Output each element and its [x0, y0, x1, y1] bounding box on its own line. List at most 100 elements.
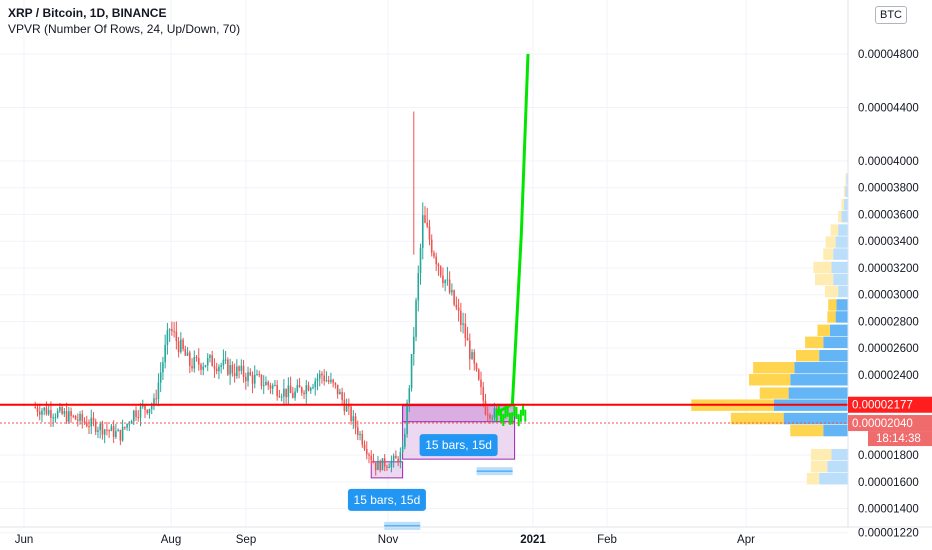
candle-body: [296, 385, 299, 392]
candle-body: [106, 429, 108, 431]
indicator-title[interactable]: VPVR (Number Of Rows, 24, Up/Down, 70): [8, 22, 241, 36]
candle-body: [43, 407, 45, 411]
vp-up-bar: [827, 460, 848, 473]
candle-body: [392, 455, 395, 461]
candle-body: [419, 247, 422, 274]
candle-body: [395, 455, 397, 459]
candle-body: [59, 407, 61, 411]
candle-body: [56, 410, 59, 418]
vp-down-bar: [830, 224, 839, 236]
vp-down-bar: [730, 412, 784, 425]
candle-body: [424, 215, 426, 223]
candle-body: [52, 417, 54, 419]
candle-body: [348, 405, 350, 407]
candle-body: [374, 462, 377, 471]
time-tick-label: 2021: [520, 534, 546, 546]
candle-body: [430, 239, 433, 253]
candle-body: [249, 372, 252, 376]
countdown-tag: [868, 431, 932, 447]
candle-body: [251, 375, 254, 384]
candle-body: [289, 385, 292, 393]
candle-body: [377, 460, 379, 471]
price-lines: [0, 403, 848, 424]
candle-body: [486, 414, 489, 416]
currency-button[interactable]: BTC: [875, 6, 907, 24]
candle-body: [341, 392, 343, 400]
candle-body: [34, 407, 37, 409]
price-axis[interactable]: 0.00004800 0.00004400 0.00004000 0.00003800…: [847, 0, 932, 540]
candle-body: [307, 385, 310, 391]
chart-legend: XRP / Bitcoin, 1D, BINANCE VPVR (Number …: [8, 5, 240, 37]
vp-down-bar: [810, 460, 828, 473]
candle-body: [370, 455, 373, 461]
candle-body: [119, 429, 122, 441]
symbol-title[interactable]: XRP / Bitcoin, 1D, BINANCE: [8, 6, 167, 20]
candle-body: [312, 387, 314, 389]
candle-body: [224, 359, 227, 361]
previous-price-tag: [848, 415, 932, 432]
candle-body: [247, 372, 249, 382]
candle-body: [157, 382, 160, 400]
vp-up-bar: [829, 324, 848, 337]
time-tick-label: Nov: [378, 534, 399, 546]
candle-body: [388, 467, 390, 469]
candle-body: [354, 416, 357, 428]
candle-body: [265, 381, 267, 386]
vp-up-bar: [838, 285, 848, 298]
candle-body: [442, 275, 444, 284]
candle-body: [379, 460, 381, 471]
candle-body: [220, 365, 222, 367]
candle-body: [462, 323, 464, 325]
candle-body: [274, 385, 276, 387]
candle-body: [448, 279, 451, 293]
vp-down-bar: [806, 472, 820, 485]
candle-body: [191, 366, 193, 369]
candle-body: [79, 414, 81, 421]
candle-body: [180, 339, 182, 353]
candle-body: [195, 356, 198, 358]
candle-body: [330, 379, 332, 382]
time-tick-label: Sep: [236, 534, 256, 546]
candle-body: [41, 410, 43, 415]
candle-body: [236, 366, 238, 377]
candle-body: [325, 380, 328, 382]
candle-body: [473, 352, 476, 364]
time-axis[interactable]: Jun Aug Sep Nov 2021 Feb Apr: [0, 526, 932, 546]
candle-body: [267, 381, 269, 386]
candle-body: [184, 349, 187, 356]
price-tick-label: 0.00003400: [858, 236, 919, 248]
candle-body: [197, 357, 200, 365]
vp-down-bar: [817, 324, 830, 337]
candle-body: [81, 414, 84, 422]
candle-body: [206, 358, 209, 366]
candle-body: [108, 430, 110, 432]
candle-body: [177, 341, 180, 353]
vp-up-bar: [835, 236, 848, 248]
time-tick-label: Feb: [597, 534, 617, 546]
candle-body: [222, 359, 225, 366]
candle-body: [85, 422, 88, 427]
candle-body: [475, 363, 478, 370]
candle-body: [480, 379, 482, 388]
candle-body: [381, 458, 384, 471]
candle-body: [383, 458, 386, 467]
candle-body: [94, 421, 97, 432]
candle-body: [314, 380, 317, 388]
candle-body: [61, 407, 63, 414]
candle-body: [202, 366, 205, 370]
candle-body: [141, 405, 144, 407]
candle-body: [115, 431, 117, 437]
candle-body: [493, 408, 496, 418]
countdown-text: 18:14:38: [876, 433, 921, 445]
candle-body: [153, 398, 155, 407]
vp-down-bar: [759, 387, 789, 399]
time-tick-label: Apr: [737, 534, 755, 546]
candle-body: [99, 423, 101, 431]
candle-body: [327, 380, 330, 382]
candle-body: [372, 460, 375, 463]
range-label: 15 bars, 15d: [425, 438, 492, 452]
vp-down-bar: [838, 210, 842, 223]
range-label-bg: [419, 434, 498, 457]
range-label: 15 bars, 15d: [354, 493, 421, 507]
